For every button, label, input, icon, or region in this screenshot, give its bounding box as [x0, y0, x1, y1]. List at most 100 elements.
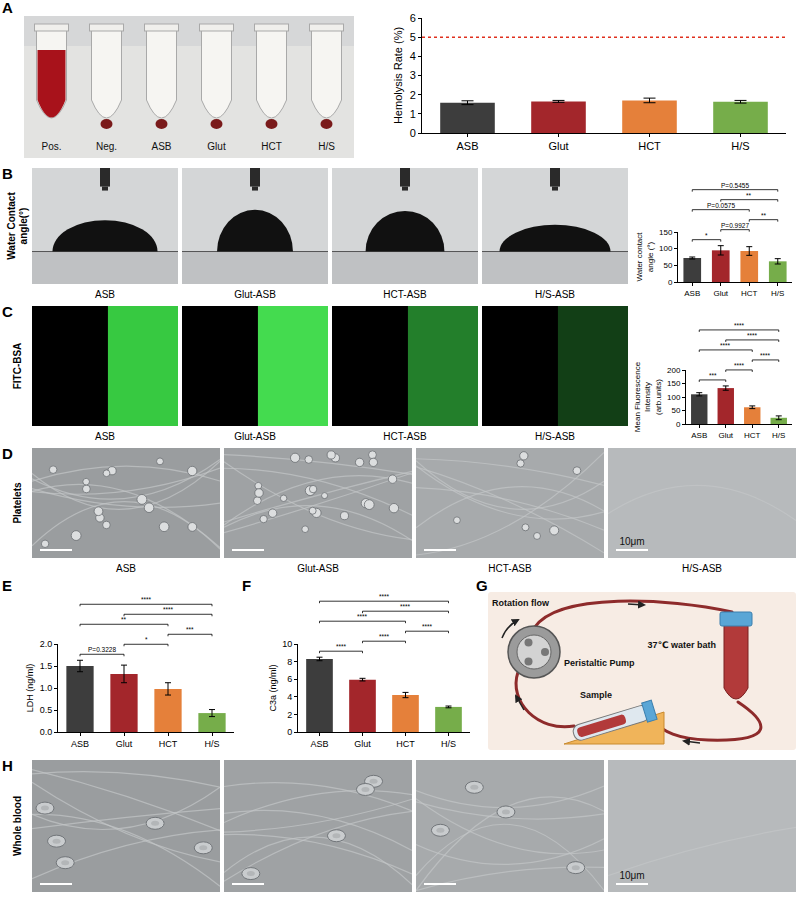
svg-text:Glut: Glut: [713, 289, 728, 298]
svg-text:4: 4: [410, 50, 416, 62]
svg-text:0: 0: [668, 278, 673, 287]
svg-text:0: 0: [676, 420, 681, 429]
svg-text:**: **: [761, 212, 767, 219]
svg-text:ASB: ASB: [684, 289, 700, 298]
svg-text:*: *: [145, 636, 148, 643]
svg-text:H/S: H/S: [772, 431, 785, 440]
svg-text:***: ***: [709, 372, 717, 379]
svg-text:P=0.5455: P=0.5455: [721, 182, 749, 189]
svg-text:37℃ water bath: 37℃ water bath: [648, 640, 716, 650]
svg-text:Sample: Sample: [580, 690, 612, 700]
svg-text:****: ****: [379, 593, 390, 600]
svg-text:100: 100: [659, 244, 673, 253]
svg-text:HCT: HCT: [159, 739, 178, 749]
svg-text:Glut-ASB: Glut-ASB: [297, 563, 339, 574]
svg-text:****: ****: [720, 342, 731, 349]
svg-text:HCT: HCT: [396, 739, 415, 749]
svg-text:0.5: 0.5: [40, 705, 53, 715]
svg-text:****: ****: [141, 596, 152, 603]
svg-text:Glut-ASB: Glut-ASB: [234, 431, 276, 442]
svg-text:****: ****: [422, 623, 433, 630]
svg-text:**: **: [121, 616, 127, 623]
svg-text:150: 150: [659, 228, 673, 237]
svg-text:5: 5: [410, 31, 416, 43]
svg-text:4: 4: [287, 692, 292, 702]
svg-text:****: ****: [760, 352, 771, 359]
svg-text:Glut: Glut: [354, 739, 371, 749]
svg-text:H/S: H/S: [318, 141, 335, 152]
svg-text:****: ****: [747, 332, 758, 339]
svg-text:****: ****: [734, 362, 745, 369]
svg-text:3: 3: [410, 69, 416, 81]
svg-text:1.5: 1.5: [40, 661, 53, 671]
svg-text:150: 150: [667, 379, 681, 388]
svg-text:Mean FluorescenceIntensity(arb: Mean FluorescenceIntensity(arb.units): [633, 361, 663, 432]
svg-text:ASB: ASB: [71, 739, 89, 749]
svg-text:ASB: ASB: [95, 431, 115, 442]
svg-text:HCT-ASB: HCT-ASB: [383, 431, 427, 442]
svg-text:***: ***: [186, 626, 194, 633]
svg-text:HCT: HCT: [638, 140, 661, 152]
svg-text:H/S: H/S: [731, 140, 749, 152]
svg-text:HCT: HCT: [261, 141, 282, 152]
svg-text:Platelets: Platelets: [12, 482, 23, 524]
svg-text:1.0: 1.0: [40, 683, 53, 693]
svg-text:HCT: HCT: [741, 289, 758, 298]
svg-text:angle(°): angle(°): [18, 208, 29, 245]
svg-text:H/S-ASB: H/S-ASB: [682, 563, 722, 574]
svg-text:P=0.3228: P=0.3228: [88, 646, 116, 653]
svg-text:H/S: H/S: [204, 739, 219, 749]
svg-text:50: 50: [663, 261, 672, 270]
svg-text:Pos.: Pos.: [41, 141, 61, 152]
svg-text:FITC-BSA: FITC-BSA: [12, 343, 23, 390]
svg-text:ASB: ASB: [691, 431, 707, 440]
svg-text:2: 2: [410, 89, 416, 101]
svg-text:Glut: Glut: [207, 141, 226, 152]
svg-text:Water Contact: Water Contact: [6, 192, 17, 260]
svg-text:8: 8: [287, 657, 292, 667]
svg-text:Neg.: Neg.: [96, 141, 117, 152]
svg-text:6: 6: [410, 12, 416, 24]
svg-text:Glut: Glut: [116, 739, 133, 749]
svg-text:HCT-ASB: HCT-ASB: [488, 563, 532, 574]
svg-text:6: 6: [287, 674, 292, 684]
svg-text:10μm: 10μm: [619, 536, 644, 547]
svg-text:Whole blood: Whole blood: [12, 796, 23, 856]
svg-text:0.0: 0.0: [40, 727, 53, 737]
svg-text:****: ****: [379, 633, 390, 640]
svg-text:****: ****: [734, 322, 745, 329]
svg-text:1: 1: [410, 108, 416, 120]
svg-text:P=0.9927: P=0.9927: [721, 222, 749, 229]
svg-text:10μm: 10μm: [619, 870, 644, 881]
svg-text:C3a (ng/ml): C3a (ng/ml): [268, 664, 278, 711]
svg-text:0: 0: [410, 127, 416, 139]
svg-text:ASB: ASB: [456, 140, 478, 152]
svg-text:P=0.0575: P=0.0575: [707, 202, 735, 209]
svg-text:****: ****: [336, 643, 347, 650]
svg-text:Glut: Glut: [718, 431, 733, 440]
svg-text:H/S-ASB: H/S-ASB: [535, 289, 575, 300]
svg-text:10: 10: [282, 639, 292, 649]
svg-text:H/S: H/S: [441, 739, 456, 749]
svg-text:LDH (ng/ml): LDH (ng/ml): [25, 664, 35, 713]
svg-text:**: **: [746, 192, 752, 199]
svg-text:Glut: Glut: [548, 140, 568, 152]
svg-text:50: 50: [671, 406, 680, 415]
svg-text:HCT-ASB: HCT-ASB: [383, 289, 427, 300]
svg-text:2: 2: [287, 710, 292, 720]
svg-text:Glut-ASB: Glut-ASB: [234, 289, 276, 300]
svg-text:*: *: [705, 232, 708, 239]
svg-text:HCT: HCT: [744, 431, 761, 440]
svg-text:ASB: ASB: [95, 289, 115, 300]
svg-text:100: 100: [667, 393, 681, 402]
svg-text:H/S: H/S: [771, 289, 784, 298]
svg-text:H/S-ASB: H/S-ASB: [535, 431, 575, 442]
svg-text:0: 0: [287, 727, 292, 737]
svg-text:2.0: 2.0: [40, 639, 53, 649]
svg-text:ASB: ASB: [151, 141, 171, 152]
svg-text:Water contactangle (°): Water contactangle (°): [635, 232, 654, 282]
svg-text:Rotation flow: Rotation flow: [492, 598, 550, 608]
svg-text:****: ****: [400, 603, 411, 610]
svg-text:****: ****: [357, 613, 368, 620]
svg-text:ASB: ASB: [310, 739, 328, 749]
